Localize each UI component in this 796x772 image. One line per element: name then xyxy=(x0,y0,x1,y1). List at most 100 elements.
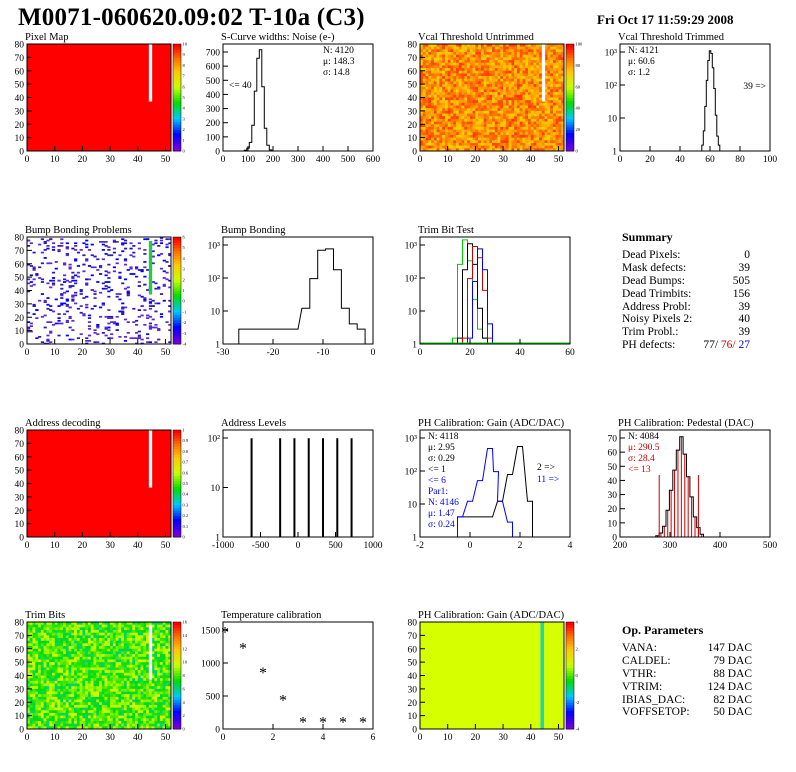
map-cell xyxy=(439,148,443,152)
map-cell xyxy=(458,126,462,130)
map-cell xyxy=(464,62,468,66)
map-cell xyxy=(129,680,133,684)
map-cell xyxy=(126,269,130,271)
map-cell xyxy=(450,76,454,80)
map-cell xyxy=(555,78,559,82)
map-cell xyxy=(121,630,125,633)
map-cell xyxy=(472,54,476,58)
map-cell xyxy=(561,121,565,125)
map-cell xyxy=(129,707,133,711)
map-cell xyxy=(87,627,91,631)
map-cell xyxy=(528,108,532,112)
map-cell xyxy=(503,113,507,117)
y-tick-label: 70 xyxy=(15,440,25,450)
map-cell xyxy=(79,290,83,293)
x-tick-label: 200 xyxy=(266,155,281,165)
map-cell xyxy=(123,287,128,290)
map-cell xyxy=(420,132,424,136)
map-cell xyxy=(51,664,55,668)
map-cell xyxy=(508,65,512,69)
palette-cell xyxy=(173,467,181,471)
map-cell xyxy=(71,277,75,279)
map-cell xyxy=(469,142,473,146)
map-cell xyxy=(492,78,496,82)
map-cell xyxy=(516,68,520,72)
map-cell xyxy=(123,694,127,698)
map-cell xyxy=(489,118,493,122)
map-cell xyxy=(428,97,432,101)
map-cell xyxy=(165,678,169,682)
map-cell xyxy=(137,691,141,695)
map-cell xyxy=(32,670,36,674)
map-cell xyxy=(533,108,537,112)
palette-cell xyxy=(173,448,181,452)
map-cell xyxy=(552,140,556,144)
map-cell xyxy=(453,68,457,72)
map-cell xyxy=(469,89,473,93)
map-cell xyxy=(99,646,103,650)
map-cell xyxy=(469,44,473,47)
y-tick-label: 80 xyxy=(15,41,25,51)
map-cell xyxy=(497,142,501,146)
map-cell xyxy=(453,105,457,109)
map-cell xyxy=(63,691,67,695)
map-cell xyxy=(469,68,473,72)
map-cell xyxy=(552,129,556,133)
map-cell xyxy=(38,632,42,636)
map-cell xyxy=(63,622,67,625)
map-cell xyxy=(54,646,58,650)
map-cell xyxy=(500,118,504,122)
date-stamp: Fri Oct 17 11:59:29 2008 xyxy=(597,12,734,27)
map-cell xyxy=(135,675,139,679)
map-cell xyxy=(450,100,454,104)
map-cell xyxy=(96,643,100,647)
map-cell xyxy=(494,137,498,141)
map-cell xyxy=(126,664,130,668)
map-cell xyxy=(456,134,460,138)
map-cell xyxy=(525,65,529,69)
map-cell xyxy=(90,683,94,687)
map-cell xyxy=(112,624,116,628)
map-cell xyxy=(118,707,122,711)
map-cell xyxy=(49,622,53,625)
map-cell xyxy=(74,678,78,682)
map-cell xyxy=(458,145,462,149)
map-cell xyxy=(519,94,523,98)
map-cell xyxy=(486,57,490,61)
map-cell xyxy=(480,113,484,117)
map-cell xyxy=(539,124,543,128)
map-cell xyxy=(90,675,94,679)
map-cell xyxy=(544,86,548,90)
map-cell xyxy=(489,113,493,117)
map-cell xyxy=(118,298,122,301)
map-cell xyxy=(497,116,501,120)
map-cell xyxy=(486,68,490,72)
map-cell xyxy=(57,627,61,631)
map-cell xyxy=(168,710,172,714)
map-cell xyxy=(54,638,58,642)
map-cell xyxy=(547,44,551,47)
map-cell xyxy=(425,124,429,128)
map-cell xyxy=(135,632,139,636)
map-cell xyxy=(57,680,61,684)
map-cell xyxy=(442,78,446,82)
map-cell xyxy=(508,129,512,133)
map-cell xyxy=(107,648,111,652)
map-cell xyxy=(101,282,105,285)
map-cell xyxy=(533,140,537,144)
map-cell xyxy=(492,148,496,152)
map-cell xyxy=(444,124,448,128)
palette-frame xyxy=(172,429,182,538)
map-cell xyxy=(162,710,166,714)
map-cell xyxy=(140,654,144,658)
map-cell xyxy=(525,89,529,93)
map-cell xyxy=(32,622,36,625)
map-cell xyxy=(558,105,562,109)
palette-cell xyxy=(173,507,181,511)
map-cell xyxy=(469,60,473,64)
map-cell xyxy=(157,664,161,668)
palette-cell xyxy=(173,239,181,243)
map-cell xyxy=(530,113,534,117)
map-cell xyxy=(43,627,47,631)
x-tick-label: 50 xyxy=(554,155,564,165)
